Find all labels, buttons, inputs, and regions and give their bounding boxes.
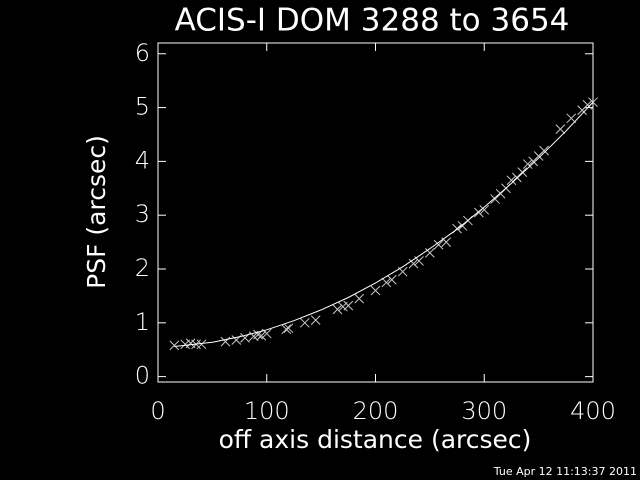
point	[522, 159, 533, 169]
point	[582, 100, 593, 110]
timestamp: Tue Apr 12 11:13:37 2011	[493, 465, 637, 478]
point	[386, 274, 397, 285]
point	[425, 248, 435, 258]
point	[169, 340, 180, 351]
point	[299, 317, 310, 328]
point	[332, 304, 343, 315]
point	[506, 175, 517, 186]
y-tick-label: 4	[135, 146, 150, 174]
y-tick-label: 5	[135, 93, 150, 121]
point	[283, 323, 294, 334]
y-tick-label: 6	[135, 39, 150, 67]
x-tick-label: 0	[150, 397, 165, 425]
point	[433, 239, 444, 250]
point	[539, 145, 549, 156]
x-tick-label: 400	[570, 397, 616, 425]
point	[354, 293, 365, 304]
point	[555, 124, 566, 134]
point	[310, 315, 321, 325]
x-tick-label: 200	[353, 397, 399, 425]
fit-line	[174, 101, 594, 347]
y-axis-label: PSF (arcsec)	[82, 135, 111, 289]
point	[196, 339, 207, 350]
x-tick-label: 100	[244, 397, 290, 425]
x-tick-label: 300	[461, 397, 507, 425]
point	[517, 167, 528, 177]
point	[566, 113, 577, 124]
y-tick-label: 3	[135, 200, 150, 228]
point	[343, 300, 354, 311]
point	[479, 204, 490, 215]
y-tick-label: 0	[135, 362, 150, 390]
point	[381, 277, 392, 288]
x-axis-label: off axis distance (arcsec)	[219, 425, 532, 454]
point	[281, 324, 292, 335]
y-tick-label: 2	[135, 254, 150, 282]
point	[370, 285, 381, 296]
y-tick-label: 1	[135, 308, 150, 336]
point	[408, 258, 419, 269]
point	[256, 330, 267, 341]
chart-title: ACIS-I DOM 3288 to 3654	[175, 3, 570, 39]
